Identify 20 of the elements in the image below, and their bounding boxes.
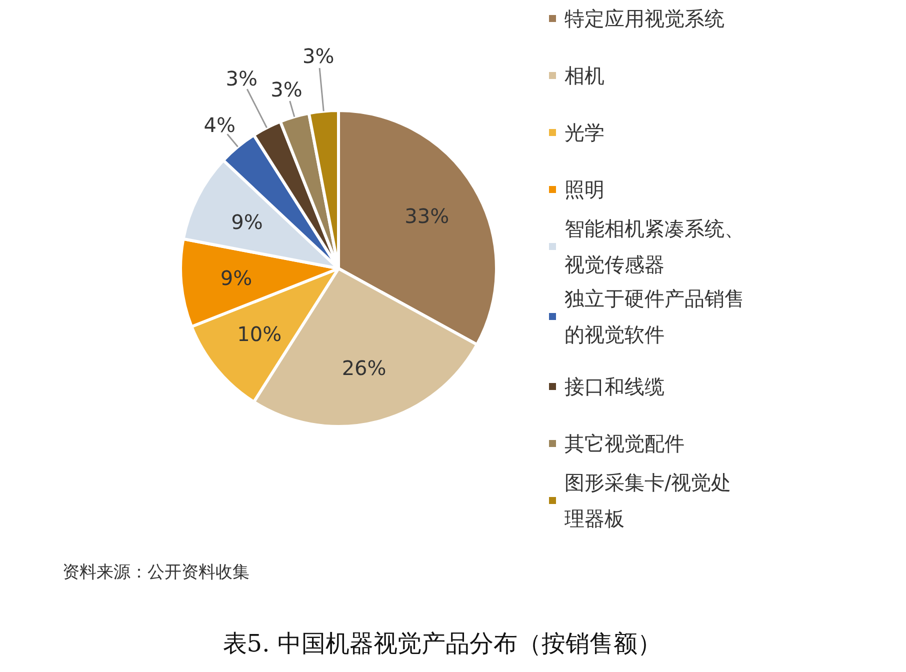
- legend-label: 智能相机紧凑系统、视觉传感器: [564, 216, 744, 276]
- data-label: 4%: [204, 112, 236, 137]
- data-label: 26%: [342, 356, 386, 380]
- legend-label: 接口和线缆: [564, 374, 664, 398]
- legend-label: 光学: [564, 120, 604, 144]
- text: 资料来源：公开资料收集: [62, 562, 250, 582]
- data-label: 33%: [404, 204, 450, 228]
- legend-label: 独立于硬件产品销售的视觉软件: [564, 286, 744, 346]
- legend-label: 照明: [564, 178, 604, 202]
- legend-label: 其它视觉配件: [564, 432, 684, 456]
- legend-label: 图形采集卡/视觉处理器板: [564, 470, 732, 530]
- data-label: 9%: [231, 210, 263, 234]
- data-label: 3%: [270, 77, 302, 102]
- data-label: 3%: [226, 66, 258, 90]
- data-label: 9%: [220, 266, 252, 290]
- data-label: 3%: [302, 44, 334, 68]
- legend-label: 特定应用视觉系统: [564, 6, 724, 30]
- data-label: 10%: [237, 322, 282, 346]
- text: 表5. 中国机器视觉产品分布（按销售额）: [222, 630, 662, 658]
- legend-label: 相机: [564, 64, 604, 88]
